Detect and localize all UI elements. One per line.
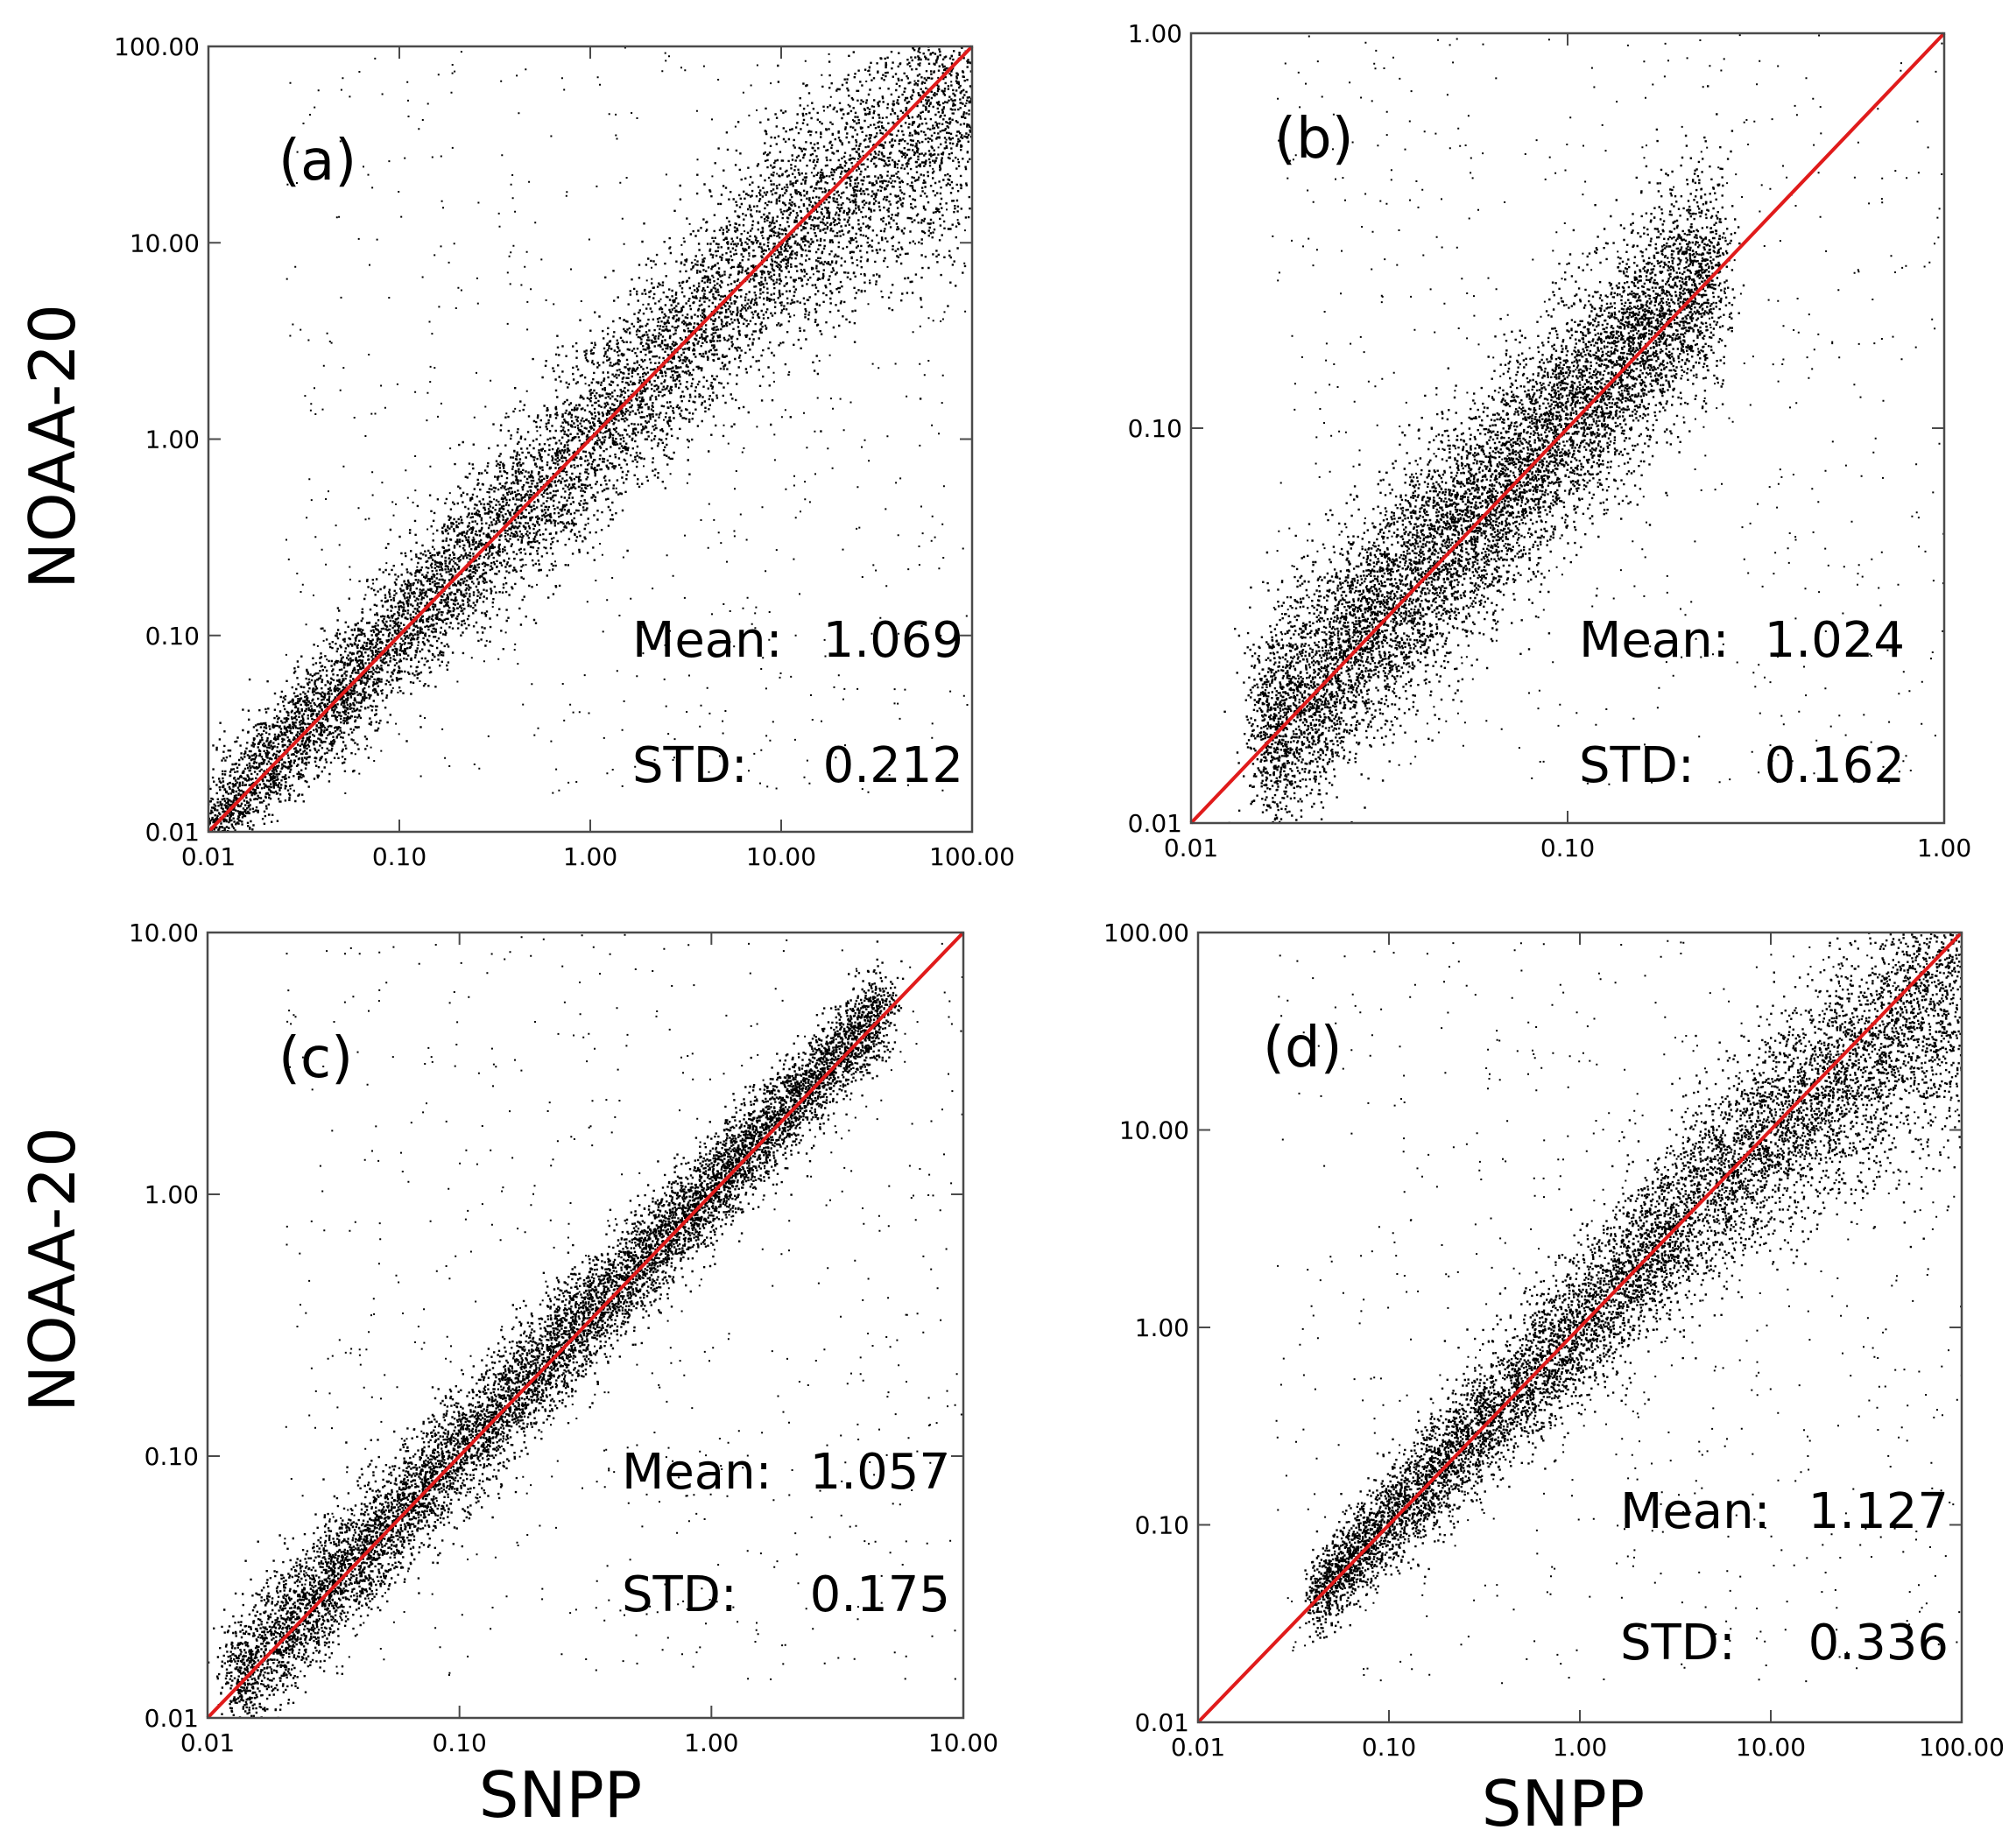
y-tick-label: 1.00 bbox=[1128, 19, 1182, 48]
y-axis-title-bottom: NOAA-20 bbox=[16, 1127, 89, 1412]
y-tick-label: 100.00 bbox=[1103, 918, 1189, 947]
y-tick-label: 0.10 bbox=[145, 1442, 199, 1471]
y-tick-label: 10.00 bbox=[129, 918, 199, 947]
one-to-one-line-4 bbox=[1196, 931, 1963, 1724]
x-tick-label: 0.01 bbox=[180, 1728, 235, 1757]
panel-label: (c) bbox=[278, 1026, 353, 1091]
x-tick-label: 1.00 bbox=[1553, 1733, 1607, 1762]
x-tick-label: 100.00 bbox=[1919, 1733, 2005, 1762]
x-tick-label: 1.00 bbox=[684, 1728, 738, 1757]
one-to-one-line-3 bbox=[206, 931, 965, 1720]
std-label: STD: bbox=[622, 1566, 737, 1623]
one-to-one-line-1 bbox=[207, 45, 974, 834]
std-value: 0.336 bbox=[1808, 1615, 1949, 1672]
mean-value: 1.057 bbox=[810, 1444, 950, 1501]
y-tick-label: 0.10 bbox=[1135, 1511, 1189, 1540]
std-value: 0.162 bbox=[1765, 737, 1905, 794]
x-tick-label: 0.10 bbox=[1540, 834, 1595, 862]
panel-label: (d) bbox=[1263, 1016, 1343, 1080]
std-value: 0.175 bbox=[810, 1566, 950, 1623]
y-tick-label: 10.00 bbox=[130, 229, 200, 257]
scatter-points-4 bbox=[1275, 933, 1962, 1685]
panel-label: (b) bbox=[1274, 107, 1354, 172]
y-tick-label: 0.01 bbox=[1135, 1708, 1189, 1737]
scatter-panel-1: 0.01 0.10 1.00 10.00 100.00 0.01 0.10 1.00 10.00… bbox=[114, 32, 1015, 871]
y-tick-label: 1.00 bbox=[145, 426, 200, 454]
mean-value: 1.127 bbox=[1808, 1483, 1949, 1540]
std-value: 0.212 bbox=[823, 737, 963, 794]
x-tick-label: 0.10 bbox=[372, 842, 426, 871]
x-tick-label: 1.00 bbox=[1917, 834, 1971, 862]
x-tick-label: 0.01 bbox=[1171, 1733, 1225, 1762]
std-label: STD: bbox=[1620, 1615, 1736, 1672]
x-tick-label: 10.00 bbox=[928, 1728, 998, 1757]
y-axis-title-top: NOAA-20 bbox=[16, 304, 89, 589]
x-tick-label: 1.00 bbox=[563, 842, 617, 871]
std-label: STD: bbox=[1579, 737, 1695, 794]
mean-label: Mean: bbox=[1620, 1483, 1770, 1540]
mean-value: 1.069 bbox=[823, 612, 963, 669]
mean-value: 1.024 bbox=[1765, 612, 1905, 669]
one-to-one-line-2 bbox=[1189, 32, 1946, 825]
scatter-panel-3: 0.01 0.10 1.00 10.00 0.01 0.10 1.00 10.00 (c) Mea… bbox=[129, 918, 998, 1757]
x-axis-title-right: SNPP bbox=[1482, 1767, 1645, 1840]
x-tick-label: 0.10 bbox=[1362, 1733, 1416, 1762]
mean-label: Mean: bbox=[1579, 612, 1729, 669]
std-label: STD: bbox=[632, 737, 748, 794]
y-tick-label: 1.00 bbox=[145, 1180, 199, 1209]
mean-label: Mean: bbox=[622, 1444, 772, 1501]
x-tick-label: 10.00 bbox=[1736, 1733, 1806, 1762]
x-tick-label: 0.10 bbox=[432, 1728, 486, 1757]
y-tick-label: 10.00 bbox=[1119, 1116, 1189, 1145]
x-tick-label: 10.00 bbox=[746, 842, 816, 871]
scatter-points-2 bbox=[1223, 34, 1944, 823]
y-tick-label: 0.01 bbox=[145, 818, 200, 847]
mean-label: Mean: bbox=[632, 612, 782, 669]
y-tick-label: 0.01 bbox=[1128, 809, 1182, 838]
y-tick-label: 0.01 bbox=[145, 1704, 199, 1733]
scatter-panel-2: 0.01 0.10 1.00 0.01 0.10 1.00 (b) Mean: 1.024 STD… bbox=[1128, 19, 1972, 862]
y-tick-label: 0.10 bbox=[145, 622, 200, 651]
y-tick-label: 0.10 bbox=[1128, 414, 1182, 443]
y-tick-label: 100.00 bbox=[114, 32, 200, 61]
scatter-panel-4: 0.01 0.10 1.00 10.00 100.00 0.01 0.10 1.00 10.00… bbox=[1103, 918, 2005, 1762]
x-tick-label: 100.00 bbox=[929, 842, 1015, 871]
plot-frame-3 bbox=[206, 931, 965, 1720]
x-axis-title-left: SNPP bbox=[479, 1758, 642, 1832]
x-tick-label: 0.01 bbox=[181, 842, 236, 871]
panel-label: (a) bbox=[278, 129, 356, 194]
x-tick-label: 0.01 bbox=[1164, 834, 1218, 862]
y-tick-label: 1.00 bbox=[1135, 1313, 1189, 1342]
